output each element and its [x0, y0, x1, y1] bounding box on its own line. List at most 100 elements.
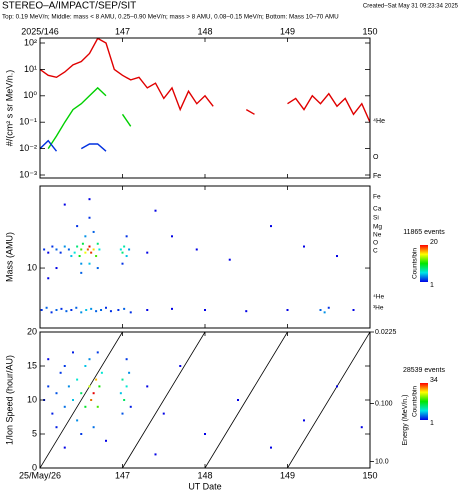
colorbar-min: 1	[430, 282, 434, 289]
data-point	[84, 235, 87, 238]
colorbar-min: 1	[430, 420, 434, 427]
data-point	[84, 365, 87, 367]
data-point	[128, 248, 131, 251]
events-label: 28539 events	[403, 367, 446, 374]
data-point	[47, 277, 50, 280]
element-label: Mg	[373, 224, 382, 231]
data-point	[270, 225, 272, 228]
data-point	[60, 307, 63, 310]
y-axis-label: #/(cm² s sr MeV/n.)	[4, 70, 14, 147]
data-point	[105, 439, 107, 442]
colorbar-title: Counts/bin	[412, 248, 419, 279]
data-point	[121, 378, 124, 381]
data-point	[336, 255, 338, 258]
data-point	[63, 405, 66, 408]
x-tick-label: 150	[362, 470, 377, 480]
data-point	[303, 419, 305, 422]
data-point	[204, 309, 206, 312]
data-point	[100, 371, 103, 374]
y-tick-label: 10⁻³	[19, 169, 37, 179]
data-point	[92, 248, 95, 251]
data-point	[98, 385, 101, 388]
data-point	[95, 378, 98, 381]
y-tick-label: 5	[32, 428, 37, 438]
series-line	[47, 86, 132, 149]
panel-frame	[39, 331, 371, 469]
data-point	[86, 248, 89, 251]
x-tick-label: 147	[115, 470, 130, 480]
data-point	[67, 248, 70, 251]
panel-frame	[39, 185, 371, 329]
data-point	[270, 446, 272, 449]
y-tick-label: 10¹	[24, 64, 37, 74]
data-point	[63, 203, 66, 206]
data-point	[92, 392, 95, 395]
data-point	[162, 412, 165, 415]
data-point	[179, 365, 182, 367]
data-point	[100, 309, 103, 312]
data-point	[352, 309, 355, 312]
data-point	[154, 453, 157, 456]
data-point	[96, 267, 99, 270]
x-tick-label: 148	[197, 26, 212, 36]
plot-area	[43, 351, 363, 456]
data-point	[55, 248, 58, 251]
y-tick-label: 20	[27, 326, 37, 336]
data-point	[96, 405, 99, 408]
data-point	[98, 248, 101, 251]
legend-label: Fe	[373, 173, 381, 180]
legend-label: ⁴He	[373, 118, 385, 125]
data-point	[119, 248, 122, 251]
y-axis-label: 1/Ion Speed (hour/AU)	[4, 355, 14, 445]
data-point	[228, 258, 231, 261]
data-point	[121, 412, 124, 415]
data-point	[90, 399, 93, 401]
element-label: Ca	[373, 206, 382, 213]
reference-line	[287, 332, 370, 468]
data-point	[125, 255, 128, 258]
data-point	[119, 392, 122, 395]
data-point	[45, 306, 48, 309]
data-point	[125, 235, 128, 238]
data-point	[81, 242, 84, 245]
data-point	[123, 399, 126, 401]
x-tick-label: 25/May/26	[19, 470, 61, 480]
data-point	[72, 399, 74, 401]
y-tick-label: 10⁰	[23, 90, 37, 100]
data-point	[88, 358, 91, 361]
data-point	[125, 385, 128, 388]
data-point	[146, 385, 149, 388]
reference-line	[122, 332, 206, 468]
data-point	[76, 225, 79, 228]
y2-tick-label: 0.0225	[375, 329, 397, 336]
x-tick-label: 2025/146	[21, 26, 59, 36]
data-point	[59, 371, 62, 374]
colorbar-title: Counts/bin	[412, 386, 419, 417]
data-point	[146, 251, 149, 254]
data-point	[47, 385, 50, 388]
data-point	[129, 405, 132, 408]
data-point	[245, 310, 248, 313]
data-point	[96, 242, 99, 245]
data-point	[96, 351, 99, 354]
data-point	[84, 405, 87, 408]
data-point	[67, 385, 70, 388]
colorbar-max: 20	[430, 239, 438, 246]
data-point	[50, 311, 53, 314]
colorbar	[420, 383, 428, 420]
element-label: Ne	[373, 232, 382, 239]
data-point	[63, 446, 66, 449]
legend-label: O	[373, 154, 379, 161]
data-point	[146, 309, 149, 312]
data-point	[95, 255, 98, 258]
x-tick-label: 149	[280, 26, 295, 36]
data-point	[47, 358, 50, 361]
x-tick-label: 147	[115, 26, 130, 36]
y2-tick-label: 10.0	[375, 458, 389, 465]
x-axis-label: UT Date	[188, 481, 221, 491]
data-point	[40, 309, 43, 312]
dispersion-lines	[40, 332, 370, 468]
data-point	[88, 198, 91, 201]
y-tick-label: 10	[27, 262, 37, 272]
